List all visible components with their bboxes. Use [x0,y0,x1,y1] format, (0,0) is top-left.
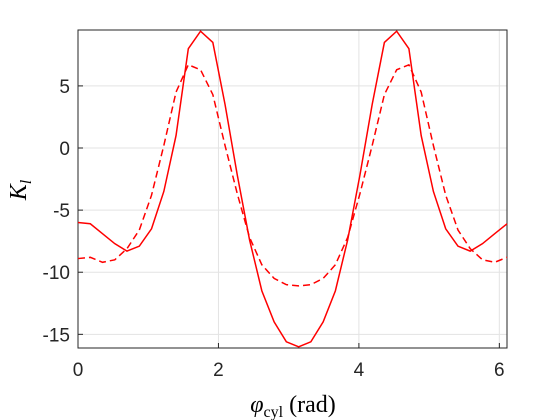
y-tick-label: 0 [59,139,70,160]
x-tick-label: 2 [213,360,224,381]
x-tick-label: 6 [494,360,505,381]
line-series [77,30,508,348]
y-tick-label: -15 [43,325,70,346]
y-axis-label: Kl [6,179,35,201]
y-tick-label: 5 [59,77,70,98]
line-series [77,63,508,287]
x-tick-label: 0 [73,360,84,381]
y-tick-label: -5 [53,201,70,222]
x-label-sub: cyl [264,404,284,420]
y-tick-label: -10 [43,263,70,284]
plot-box [77,29,508,349]
x-axis-label: φcyl (rad) [250,392,335,420]
x-tick-label: 4 [354,360,365,381]
x-label-base: φ [250,392,263,418]
y-label-base: K [6,182,32,201]
x-label-rest: (rad) [283,392,336,418]
y-label-sub: l [18,179,35,184]
